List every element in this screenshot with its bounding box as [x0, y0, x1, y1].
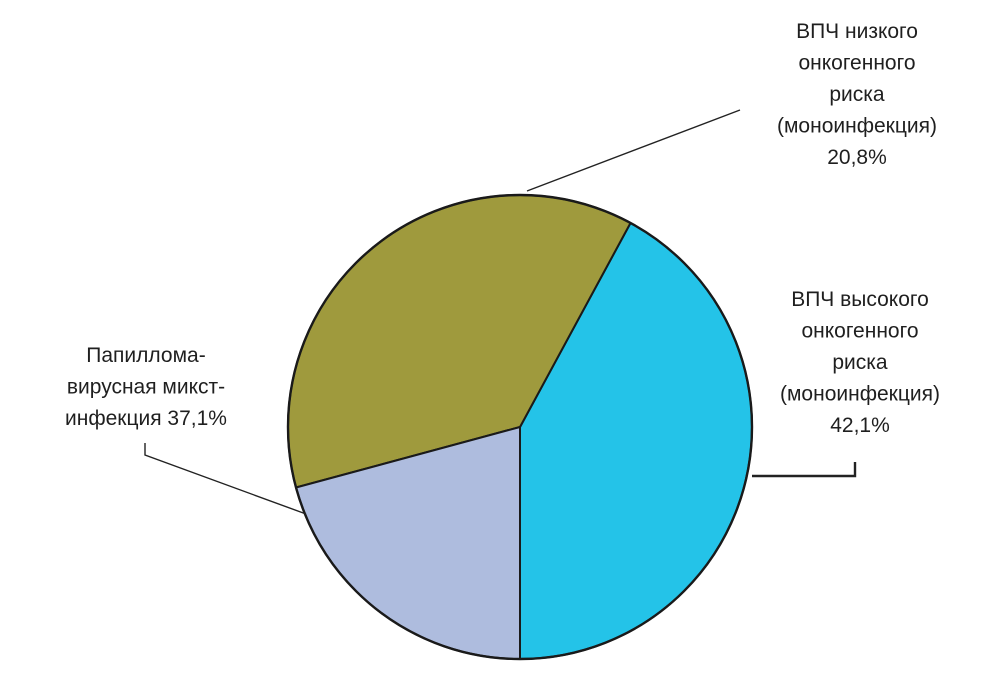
data-label-line: 42,1%: [830, 414, 890, 437]
data-label-mixed-infection: Папиллома-вирусная микст-инфекция 37,1%: [65, 344, 227, 430]
leader-line-mixed: [144, 443, 307, 515]
data-label-line: ВПЧ высокого: [791, 288, 929, 311]
data-label-low-risk: ВПЧ низкого онкогенного риска (моноинфекция…: [777, 20, 937, 169]
data-label-line: (моноинфекция): [777, 115, 937, 138]
data-label-line: 20,8%: [827, 146, 887, 169]
data-label-line: онкогенного: [798, 52, 915, 75]
data-label-line: риска: [829, 83, 885, 106]
leader-line-high-risk: [752, 462, 857, 478]
pie-slices: [287, 194, 753, 660]
data-label-high-risk: ВПЧ высокого онкогенного риска (моноинфекци…: [780, 288, 940, 437]
pie-outline: [286, 193, 754, 661]
data-label-line: риска: [832, 351, 888, 374]
data-label-line: (моноинфекция): [780, 383, 940, 406]
data-label-line: вирусная микст-: [67, 376, 225, 399]
data-labels: ВПЧ высокого онкогенного риска (моноинфекци…: [65, 20, 940, 437]
data-label-line: инфекция 37,1%: [65, 407, 227, 430]
data-label-line: онкогенного: [801, 320, 918, 343]
data-label-line: ВПЧ низкого: [796, 20, 918, 43]
leader-line-low-risk: [526, 109, 741, 192]
data-label-line: Папиллома-: [86, 344, 205, 367]
